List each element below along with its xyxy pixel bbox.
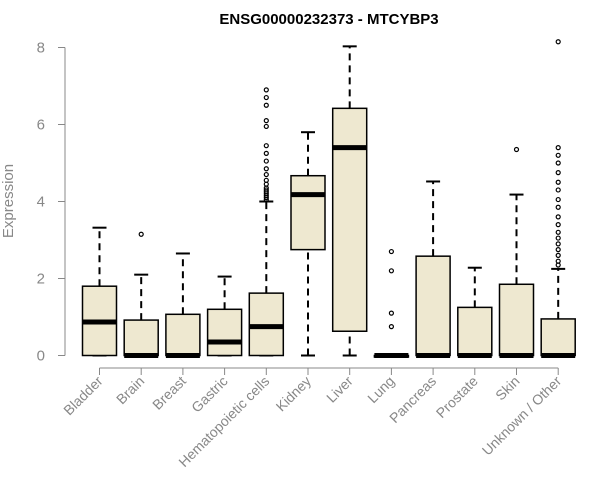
outlier-point: [555, 258, 561, 264]
outlier-point: [555, 235, 561, 241]
outlier-point: [263, 87, 269, 93]
outlier-point: [555, 214, 561, 220]
box-body: [123, 319, 159, 357]
x-tick-label: Kidney: [273, 373, 315, 415]
y-axis-label: Expression: [0, 164, 17, 238]
y-tick-label: 0: [37, 348, 45, 365]
outlier-point: [555, 39, 561, 45]
outlier-point: [388, 324, 394, 330]
box-body: [540, 318, 576, 357]
outlier-point: [138, 231, 144, 237]
outlier-point: [555, 247, 561, 253]
x-tick-label: Bladder: [60, 373, 106, 419]
outlier-point: [263, 150, 269, 156]
box-body: [498, 283, 535, 357]
outlier-point: [263, 171, 269, 178]
box-body: [206, 308, 243, 357]
outlier-point: [555, 204, 561, 210]
box-liver: [331, 45, 368, 357]
chart-title: ENSG00000232373 - MTCYBP3: [219, 11, 438, 28]
x-tick-label: Prostate: [433, 373, 481, 421]
outlier-point: [555, 241, 561, 247]
outlier-point: [555, 145, 561, 151]
box-pancreas: [415, 180, 451, 358]
outlier-point: [555, 196, 561, 203]
outlier-point: [263, 118, 269, 124]
outlier-point: [388, 268, 394, 274]
y-tick-label: 8: [37, 40, 45, 57]
box-body: [165, 313, 201, 357]
y-tick-label: 6: [37, 117, 45, 134]
outlier-point: [263, 143, 269, 149]
x-tick-label: Brain: [113, 373, 147, 407]
outlier-point: [513, 146, 520, 153]
outlier-point: [555, 160, 561, 166]
outlier-point: [555, 170, 561, 176]
box-kidney: [290, 131, 326, 357]
y-tick-label: 4: [37, 194, 45, 211]
outlier-point: [555, 152, 561, 158]
box-body: [457, 306, 493, 357]
y-tick-label: 2: [37, 271, 45, 288]
outlier-point: [263, 158, 269, 164]
box-bladder: [81, 226, 118, 357]
outlier-point: [388, 310, 394, 316]
outlier-point: [555, 187, 561, 193]
box-hematopoietic-cells: [248, 87, 285, 357]
x-tick-label: Skin: [492, 373, 523, 404]
box-body: [290, 174, 326, 251]
x-tick-label: Unknown / Other: [479, 373, 565, 459]
outlier-point: [263, 187, 269, 193]
outlier-point: [555, 252, 561, 258]
outlier-point: [555, 229, 561, 235]
box-lung: [373, 248, 410, 358]
x-tick-label: Lung: [364, 373, 397, 406]
outlier-point: [263, 166, 269, 172]
outlier-point: [263, 123, 269, 130]
box-unknown-other: [540, 39, 576, 358]
outlier-point: [388, 248, 394, 255]
box-skin: [498, 146, 535, 358]
outlier-point: [263, 94, 269, 101]
box-brain: [123, 231, 159, 358]
x-tick-label: Liver: [323, 373, 356, 406]
outlier-point: [555, 179, 561, 185]
box-gastric: [206, 275, 243, 357]
outlier-point: [263, 102, 269, 108]
outlier-point: [555, 222, 561, 228]
y-axis: 0 2 4 6 8: [37, 40, 66, 365]
outlier-point: [263, 177, 269, 183]
x-tick-label: Breast: [149, 373, 189, 413]
box-body: [415, 255, 451, 357]
box-prostate: [457, 266, 493, 358]
boxes: [81, 39, 576, 358]
box-breast: [165, 252, 201, 358]
box-body: [331, 107, 368, 332]
